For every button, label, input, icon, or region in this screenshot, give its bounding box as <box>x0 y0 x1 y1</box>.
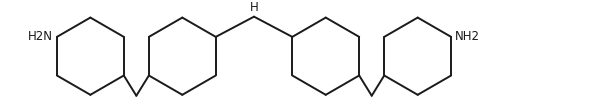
Text: H2N: H2N <box>28 30 53 43</box>
Text: NH2: NH2 <box>455 30 480 43</box>
Text: H: H <box>250 1 259 14</box>
